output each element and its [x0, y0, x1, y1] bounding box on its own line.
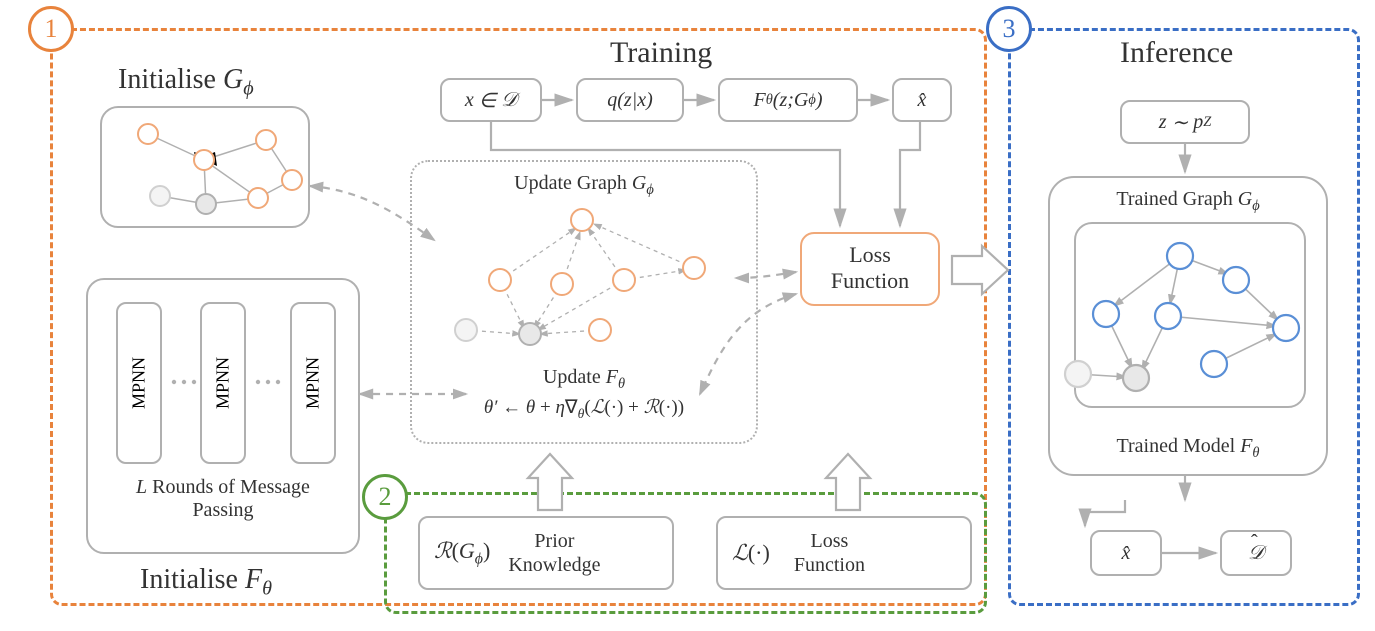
badge-2: 2: [362, 474, 408, 520]
mpnn-bar-2: MPNN: [200, 302, 246, 464]
prior-knowledge-box: ℛ(Gϕ) PriorKnowledge: [418, 516, 674, 590]
trained-graph-inner-box: [1074, 222, 1306, 408]
node-x-in-D: x ∈ 𝒟: [440, 78, 542, 122]
badge-3: 3: [986, 6, 1032, 52]
loss-line1: Loss: [849, 242, 891, 267]
node-xhat-inf: x̂: [1090, 530, 1162, 576]
diagram-canvas: 1 2 3 Training Inference Initialise Gϕ M…: [0, 0, 1375, 631]
prior-line2: Knowledge: [508, 554, 600, 576]
trained-model-box: Trained Graph Gϕ Trained Model Fθ: [1048, 176, 1328, 476]
init-f-label: Initialise Fθ: [140, 564, 272, 601]
update-box: Update Graph Gϕ Update Fθ θ′ ← θ + η∇θ(ℒ…: [410, 160, 758, 444]
prior-line1: Prior: [534, 530, 574, 552]
update-f-title: Update Fθ: [412, 366, 756, 393]
mpnn-caption: L L Rounds of MessageRounds of MessagePa…: [88, 476, 358, 522]
loss-line2: Function: [831, 268, 909, 293]
mpnn-bar-1: MPNN: [116, 302, 162, 464]
init-graph-box: [100, 106, 310, 228]
inference-title: Inference: [1120, 36, 1233, 70]
init-g-label: Initialise Gϕ: [118, 64, 254, 101]
lossdef-line1: Loss: [811, 530, 849, 552]
badge-2-label: 2: [379, 482, 392, 512]
update-graph-title: Update Graph Gϕ: [412, 172, 756, 199]
update-f-rule: θ′ ← θ + η∇θ(ℒ(·) + ℛ(·)): [412, 396, 756, 422]
badge-1-label: 1: [45, 14, 58, 44]
loss-function-box: Loss Function: [800, 232, 940, 306]
node-qzx: q(z|x): [576, 78, 684, 122]
node-Fz: Fθ(z; Gϕ): [718, 78, 858, 122]
badge-1: 1: [28, 6, 74, 52]
mpnn-bar-3: MPNN: [290, 302, 336, 464]
node-xhat: x̂: [892, 78, 952, 122]
node-z-prior: z ∼ pZ: [1120, 100, 1250, 144]
trained-graph-title: Trained Graph Gϕ: [1050, 188, 1326, 215]
trained-model-caption: Trained Model Fθ: [1050, 435, 1326, 462]
lossdef-line2: Function: [794, 554, 865, 576]
mpnn-box: MPNN MPNN MPNN L L Rounds of MessageRoun…: [86, 278, 360, 554]
loss-def-box: ℒ(·) LossFunction: [716, 516, 972, 590]
training-title: Training: [610, 36, 712, 70]
badge-3-label: 3: [1003, 14, 1016, 44]
node-Dhat: 𝒟ˆ: [1220, 530, 1292, 576]
